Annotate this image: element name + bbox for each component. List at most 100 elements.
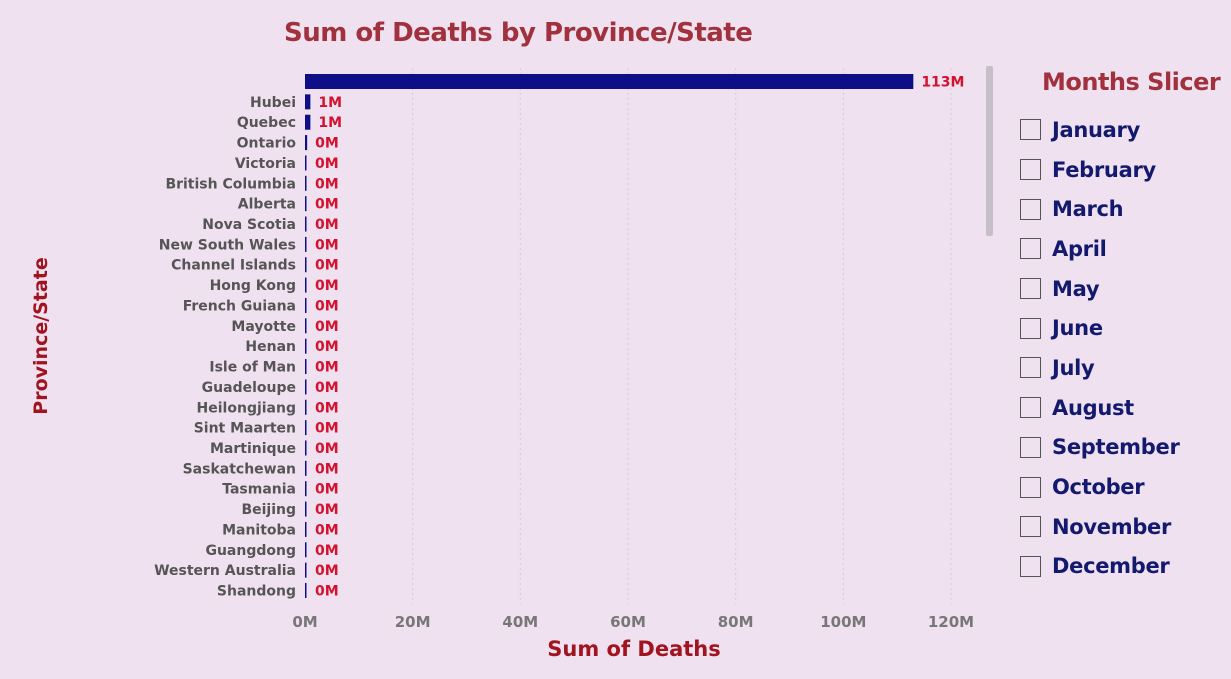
bar[interactable] [305, 399, 307, 415]
category-label: British Columbia [165, 176, 296, 192]
bar[interactable] [305, 481, 307, 497]
bar-chart: 113M Hubei 1M Quebec 1M Ontario 0M Victoria 0M Br… [30, 68, 974, 661]
checkbox[interactable] [1020, 317, 1041, 339]
x-tick-label: 20M [395, 613, 431, 631]
data-label: 0M [315, 584, 339, 600]
slicer-item-march[interactable]: March [1020, 189, 1225, 229]
bar[interactable] [305, 277, 307, 293]
checkbox[interactable] [1020, 397, 1041, 419]
slicer-item-september[interactable]: September [1020, 428, 1225, 468]
bar[interactable] [305, 460, 307, 476]
slicer-item-november[interactable]: November [1020, 507, 1225, 547]
bar[interactable] [305, 74, 914, 89]
slicer-item-label: April [1052, 236, 1107, 261]
data-label: 0M [315, 176, 339, 192]
checkbox[interactable] [1020, 436, 1041, 458]
data-label: 0M [315, 400, 339, 416]
data-label: 0M [315, 522, 339, 538]
category-label: Heilongjiang [197, 400, 296, 416]
bar[interactable] [305, 155, 307, 171]
slicer-item-june[interactable]: June [1020, 308, 1225, 348]
data-label: 0M [315, 197, 339, 213]
category-label: Nova Scotia [202, 217, 296, 233]
data-label: 0M [315, 278, 339, 294]
category-label: Isle of Man [209, 360, 296, 376]
slicer-item-label: June [1052, 316, 1103, 341]
slicer-item-january[interactable]: January [1020, 110, 1225, 150]
data-label: 0M [315, 461, 339, 477]
slicer-item-february[interactable]: February [1020, 150, 1225, 190]
category-label: French Guiana [183, 298, 296, 314]
bar[interactable] [305, 175, 307, 191]
slicer-item-label: January [1052, 117, 1141, 142]
category-label: Guangdong [205, 543, 296, 559]
bar[interactable] [305, 501, 307, 517]
checkbox[interactable] [1020, 357, 1041, 379]
checkbox[interactable] [1020, 476, 1041, 498]
data-label: 1M [318, 115, 342, 131]
bar[interactable] [305, 521, 307, 537]
bar[interactable] [305, 440, 307, 456]
checkbox[interactable] [1020, 198, 1041, 220]
bar[interactable] [305, 338, 307, 354]
category-label: Alberta [238, 197, 296, 213]
slicer-title: Months Slicer [1042, 68, 1221, 96]
checkbox[interactable] [1020, 278, 1041, 300]
data-label: 1M [318, 95, 342, 111]
bar[interactable] [305, 94, 311, 110]
category-label: Hubei [250, 95, 296, 111]
slicer-item-august[interactable]: August [1020, 388, 1225, 428]
bar[interactable] [305, 257, 307, 273]
bar[interactable] [305, 583, 307, 598]
bar[interactable] [305, 236, 307, 252]
slicer-item-april[interactable]: April [1020, 229, 1225, 269]
bar[interactable] [305, 196, 307, 212]
data-label: 0M [315, 482, 339, 498]
category-label: Hong Kong [210, 278, 296, 294]
bar[interactable] [305, 359, 307, 375]
scrollbar-thumb[interactable] [986, 66, 993, 236]
chart-title: Sum of Deaths by Province/State [284, 18, 753, 48]
slicer-item-label: March [1052, 197, 1124, 222]
checkbox[interactable] [1020, 555, 1041, 577]
category-label: Victoria [235, 156, 296, 172]
data-label: 0M [315, 380, 339, 396]
x-tick-label: 80M [718, 613, 754, 631]
slicer-item-may[interactable]: May [1020, 269, 1225, 309]
slicer-item-july[interactable]: July [1020, 348, 1225, 388]
x-tick-label: 0M [292, 613, 317, 631]
category-label: Shandong [217, 584, 296, 600]
bar[interactable] [305, 135, 308, 151]
checkbox[interactable] [1020, 238, 1041, 260]
x-tick-label: 60M [610, 613, 646, 631]
slicer-item-label: November [1052, 514, 1172, 539]
slicer-item-label: May [1052, 276, 1100, 301]
bar[interactable] [305, 420, 307, 436]
bar[interactable] [305, 318, 307, 334]
bar[interactable] [305, 379, 307, 395]
bar[interactable] [305, 297, 307, 313]
bar[interactable] [305, 562, 307, 578]
checkbox[interactable] [1020, 516, 1041, 538]
slicer-item-label: September [1052, 435, 1180, 460]
data-label: 0M [315, 217, 339, 233]
data-label: 0M [315, 563, 339, 579]
category-label: Henan [245, 339, 296, 355]
category-label: Saskatchewan [183, 461, 296, 477]
slicer-item-december[interactable]: December [1020, 547, 1225, 587]
checkbox[interactable] [1020, 159, 1041, 181]
data-label: 0M [315, 502, 339, 518]
checkbox[interactable] [1020, 119, 1041, 141]
category-label: Sint Maarten [194, 421, 296, 437]
data-label: 0M [315, 319, 339, 335]
bar[interactable] [305, 542, 307, 558]
bar[interactable] [305, 216, 307, 232]
data-label: 0M [315, 543, 339, 559]
category-label: Channel Islands [171, 258, 296, 274]
slicer-item-october[interactable]: October [1020, 467, 1225, 507]
data-label: 0M [315, 156, 339, 172]
category-label: Ontario [237, 136, 297, 152]
slicer-item-label: October [1052, 475, 1145, 500]
bar[interactable] [305, 114, 311, 130]
